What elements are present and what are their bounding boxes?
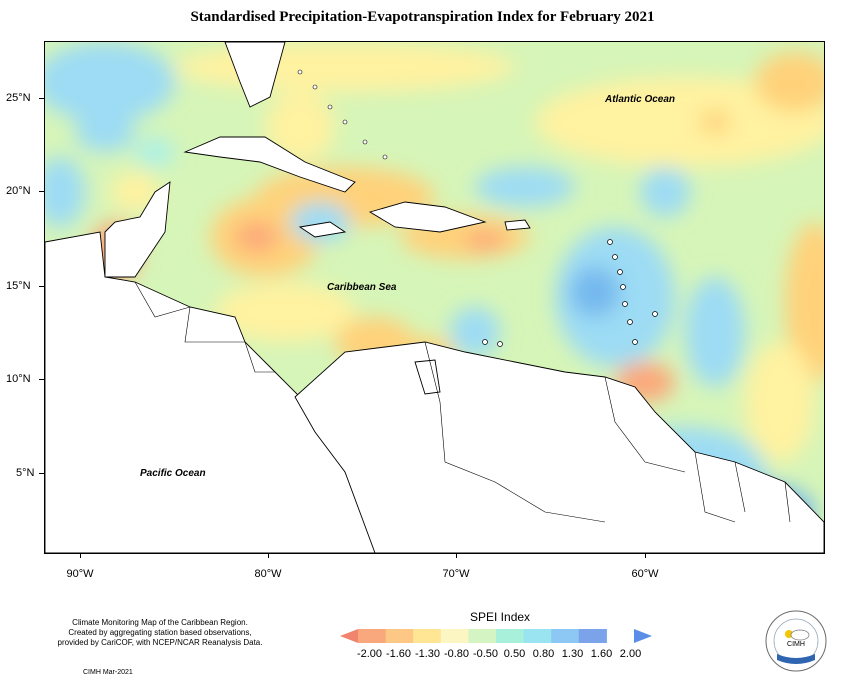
wet-blob-gulf [45, 42, 175, 122]
country-borders [134, 281, 791, 523]
lat-tick [39, 98, 44, 99]
lat-label-10n: 10°N [6, 373, 31, 385]
legend-tick-label: -1.60 [385, 648, 412, 660]
legend-tick-labels: -2.00 -1.60 -1.30 -0.80 -0.50 0.50 0.80 1.30 1.6… [355, 648, 645, 660]
lesser-antilles-islands [482, 239, 658, 347]
legend-cells [358, 629, 607, 643]
pacific-ocean-label: Pacific Ocean [140, 468, 206, 479]
legend-colorbar [340, 629, 652, 643]
lat-tick [39, 286, 44, 287]
logo-text: CIMH [787, 641, 805, 648]
lon-label-90w: 90°W [66, 568, 94, 580]
lat-label-5n: 5°N [16, 467, 35, 479]
legend-title: SPEI Index [470, 610, 531, 624]
cloud-icon [790, 629, 810, 641]
legend-color-cell [523, 629, 552, 643]
lat-label-25n: 25°N [6, 92, 31, 104]
spei-map-canvas [45, 42, 824, 553]
lat-tick [39, 191, 44, 192]
lat-label-20n: 20°N [6, 185, 31, 197]
lon-tick [80, 553, 81, 558]
legend-tick-label: 2.00 [619, 648, 642, 660]
notes-line: Climate Monitoring Map of the Caribbean … [72, 618, 248, 627]
legend-color-cell [358, 629, 387, 643]
legend-color-cell [468, 629, 497, 643]
land-trinidad [414, 359, 441, 395]
land-florida [224, 42, 286, 108]
land-jamaica [298, 221, 347, 238]
legend-tick-label: -2.00 [356, 648, 383, 660]
land-hispaniola [368, 201, 487, 233]
legend-color-cell [413, 629, 442, 643]
cimh-logo: CIMH [765, 610, 827, 672]
landmasses [45, 42, 824, 553]
notes-line: Created by aggregating station based obs… [68, 628, 252, 637]
legend-arrow-right [634, 629, 652, 643]
land-puerto-rico [504, 219, 531, 231]
lat-tick [39, 473, 44, 474]
legend-tick-label: 0.80 [532, 648, 555, 660]
legend-color-cell [578, 629, 607, 643]
legend-tick-label: 1.30 [561, 648, 584, 660]
legend-color-cell [385, 629, 414, 643]
legend-tick-label: -1.30 [414, 648, 441, 660]
notes-date: CIMH Mar-2021 [83, 669, 133, 676]
lat-tick [39, 379, 44, 380]
legend-color-cell [440, 629, 469, 643]
legend-tick-label: 1.60 [590, 648, 613, 660]
legend-color-cell [551, 629, 580, 643]
map-title: Standardised Precipitation-Evapotranspir… [190, 9, 655, 25]
land-yucatan [104, 181, 171, 278]
legend-tick-label: 0.50 [503, 648, 526, 660]
legend-tick-label: -0.80 [443, 648, 470, 660]
dry-blob-north [175, 42, 515, 92]
notes-line: provided by CariCOF, with NCEP/NCAR Rean… [57, 638, 263, 647]
spei-map: Atlantic Ocean Caribbean Sea Pacific Oce… [44, 41, 825, 554]
atlantic-ocean-label: Atlantic Ocean [605, 94, 676, 105]
legend-tick-label: -0.50 [472, 648, 499, 660]
land-cuba [183, 136, 356, 193]
lon-tick [645, 553, 646, 558]
legend-color-cell [496, 629, 525, 643]
map-notes: Climate Monitoring Map of the Caribbean … [30, 618, 290, 648]
lat-label-15n: 15°N [6, 280, 31, 292]
caribbean-sea-label: Caribbean Sea [327, 282, 397, 293]
lon-tick [268, 553, 269, 558]
legend-arrow-left [340, 629, 358, 643]
bahamas-islands [297, 69, 388, 160]
lon-label-60w: 60°W [631, 568, 659, 580]
lon-label-70w: 70°W [442, 568, 470, 580]
logo-wave [777, 654, 815, 664]
lon-label-80w: 80°W [254, 568, 282, 580]
lon-tick [456, 553, 457, 558]
